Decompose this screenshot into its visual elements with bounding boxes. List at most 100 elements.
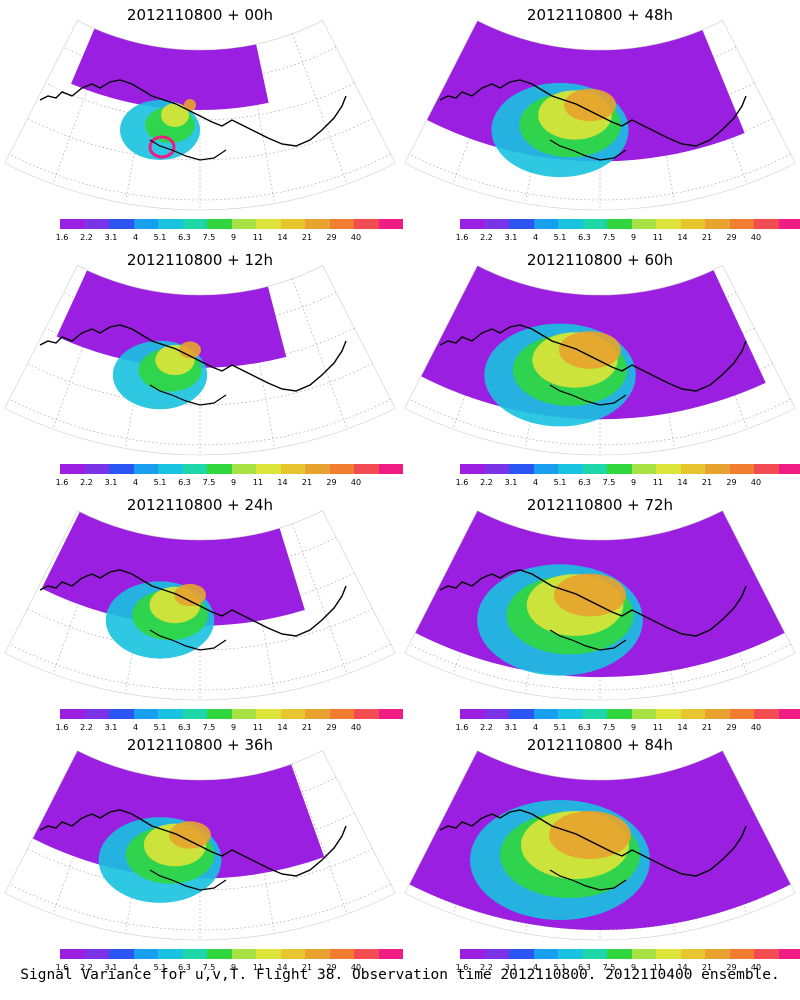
panel-48h: 2012110800 + 48h 1.6 2.2 3.1 4 5.1 6.3 7.5 9 11 1… [400,0,800,245]
colorbar-swatch [656,219,681,229]
colorbar-swatch [754,464,779,474]
colorbar-tick-label: 2.2 [480,233,493,242]
domain-outline [404,265,796,456]
colorbar-swatch [484,219,509,229]
colorbar-swatch [133,464,158,474]
colorbar-tick-label: 6.3 [178,963,191,972]
colorbar-swatch [754,949,779,959]
colorbar-swatch [158,464,183,474]
graticule-latitude [9,398,391,446]
colorbar-swatch [680,464,705,474]
panel-title: 2012110800 + 84h [526,736,674,754]
colorbar-swatch [460,464,485,474]
colorbar-labels: 1.6 2.2 3.1 4 5.1 6.3 7.5 9 11 14 21 29 40 [56,233,361,245]
colorbar-swatch [656,709,681,719]
map-group [404,265,796,456]
colorbar-tick-label: 29 [726,963,737,972]
colorbar [60,949,403,963]
colorbar-tick-label: 3.1 [504,723,518,732]
domain-outline [4,750,396,941]
colorbar-swatch [484,464,509,474]
graticule-latitude [27,363,373,406]
colorbar-tick-label: 2.2 [480,963,493,972]
colorbar-swatch [509,949,534,959]
colorbar-tick-label: 40 [350,723,362,732]
coastline [439,569,747,637]
variance-map [404,510,796,701]
colorbar-labels: 1.6 2.2 3.1 4 5.1 6.3 7.5 9 11 14 21 29 40 [456,963,761,975]
colorbar-tick-label: 7.5 [202,963,216,972]
colorbar-tick-label: 5.1 [153,478,167,487]
colorbar-tick-label: 7.5 [202,723,216,732]
colorbar-tick-label: 11 [652,233,664,242]
colorbar-tick-label: 21 [701,233,713,242]
colorbar-tick-label: 5.1 [153,723,167,732]
colorbar-swatch [631,949,656,959]
colorbar-tick-label: 5.1 [553,723,567,732]
colorbar-labels: 1.6 2.2 3.1 4 5.1 6.3 7.5 9 11 14 21 29 40 [456,233,762,245]
colorbar-swatch [729,949,754,959]
colorbar-tick-label: 2.2 [80,723,93,732]
colorbar-tick-label: 3.1 [104,233,118,242]
domain-outline [4,20,396,211]
colorbar-swatch [329,464,354,474]
colorbar-tick-label: 7.5 [602,233,616,242]
colorbar-swatch [354,949,379,959]
colorbar-tick-label: 40 [750,233,762,242]
colorbar-tick-label: 6.3 [578,478,591,487]
colorbar-swatch [778,949,800,959]
graticule-longitude [246,290,275,449]
colorbar-tick-label: 5.1 [553,963,567,972]
graticule-longitude [52,33,108,185]
colorbar-tick-label: 1.6 [455,723,469,732]
colorbar-tick-label: 5.1 [153,233,167,242]
colorbar-tick-label: 3.1 [504,963,518,972]
coastline [549,629,627,651]
variance-peak-contour [148,135,176,159]
colorbar [460,709,800,723]
colorbar-swatch [705,219,730,229]
colorbar-tick-label: 21 [301,723,313,732]
colorbar-swatch [582,949,607,959]
colorbar-tick-label: 14 [277,478,288,487]
graticule-longitude [246,45,275,204]
colorbar [60,219,403,233]
colorbar-swatch [84,709,109,719]
colorbar-swatch [484,709,509,719]
colorbar-swatch [109,219,134,229]
colorbar-labels: 1.6 2.2 3.1 4 5.1 6.3 7.5 9 11 14 21 29 40 [56,478,362,490]
panel-12h: 2012110800 + 12h 1.6 2.2 3.1 4 5.1 6.3 7.5 9 11 1… [0,245,403,490]
variance-field-low [71,28,269,110]
colorbar-tick-label: 40 [750,478,762,487]
colorbar-tick-label: 5.1 [153,963,167,972]
colorbar-tick-label: 1.6 [55,233,69,242]
colorbar-swatch [231,219,256,229]
graticule-longitude [292,278,348,430]
graticule-longitude [125,535,154,694]
panel-title: 2012110800 + 36h [126,736,274,754]
colorbar-tick-label: 9 [230,478,237,487]
colorbar-swatch [231,464,256,474]
colorbar-tick-label: 1.6 [455,478,469,487]
variance-map [4,265,396,456]
colorbar-swatch [109,709,134,719]
colorbar-swatch [158,709,183,719]
colorbar-swatch [305,219,330,229]
colorbar-swatch [558,464,583,474]
panel-title: 2012110800 + 60h [526,251,674,269]
colorbar-tick-label: 6.3 [178,723,191,732]
colorbar-tick-label: 9 [230,963,237,972]
colorbar-swatch [280,949,305,959]
coastline [549,384,627,406]
graticule-longitude [246,775,275,934]
colorbar-tick-label: 11 [252,478,264,487]
variance-map [404,750,796,941]
coastline [149,139,227,161]
colorbar-tick-label: 40 [350,478,362,487]
graticule-latitude [409,643,791,691]
colorbar-swatch [60,219,85,229]
colorbar-tick-label: 9 [630,478,637,487]
graticule-longitude [292,33,348,185]
variance-contour [554,573,626,617]
graticule-longitude [646,290,675,449]
